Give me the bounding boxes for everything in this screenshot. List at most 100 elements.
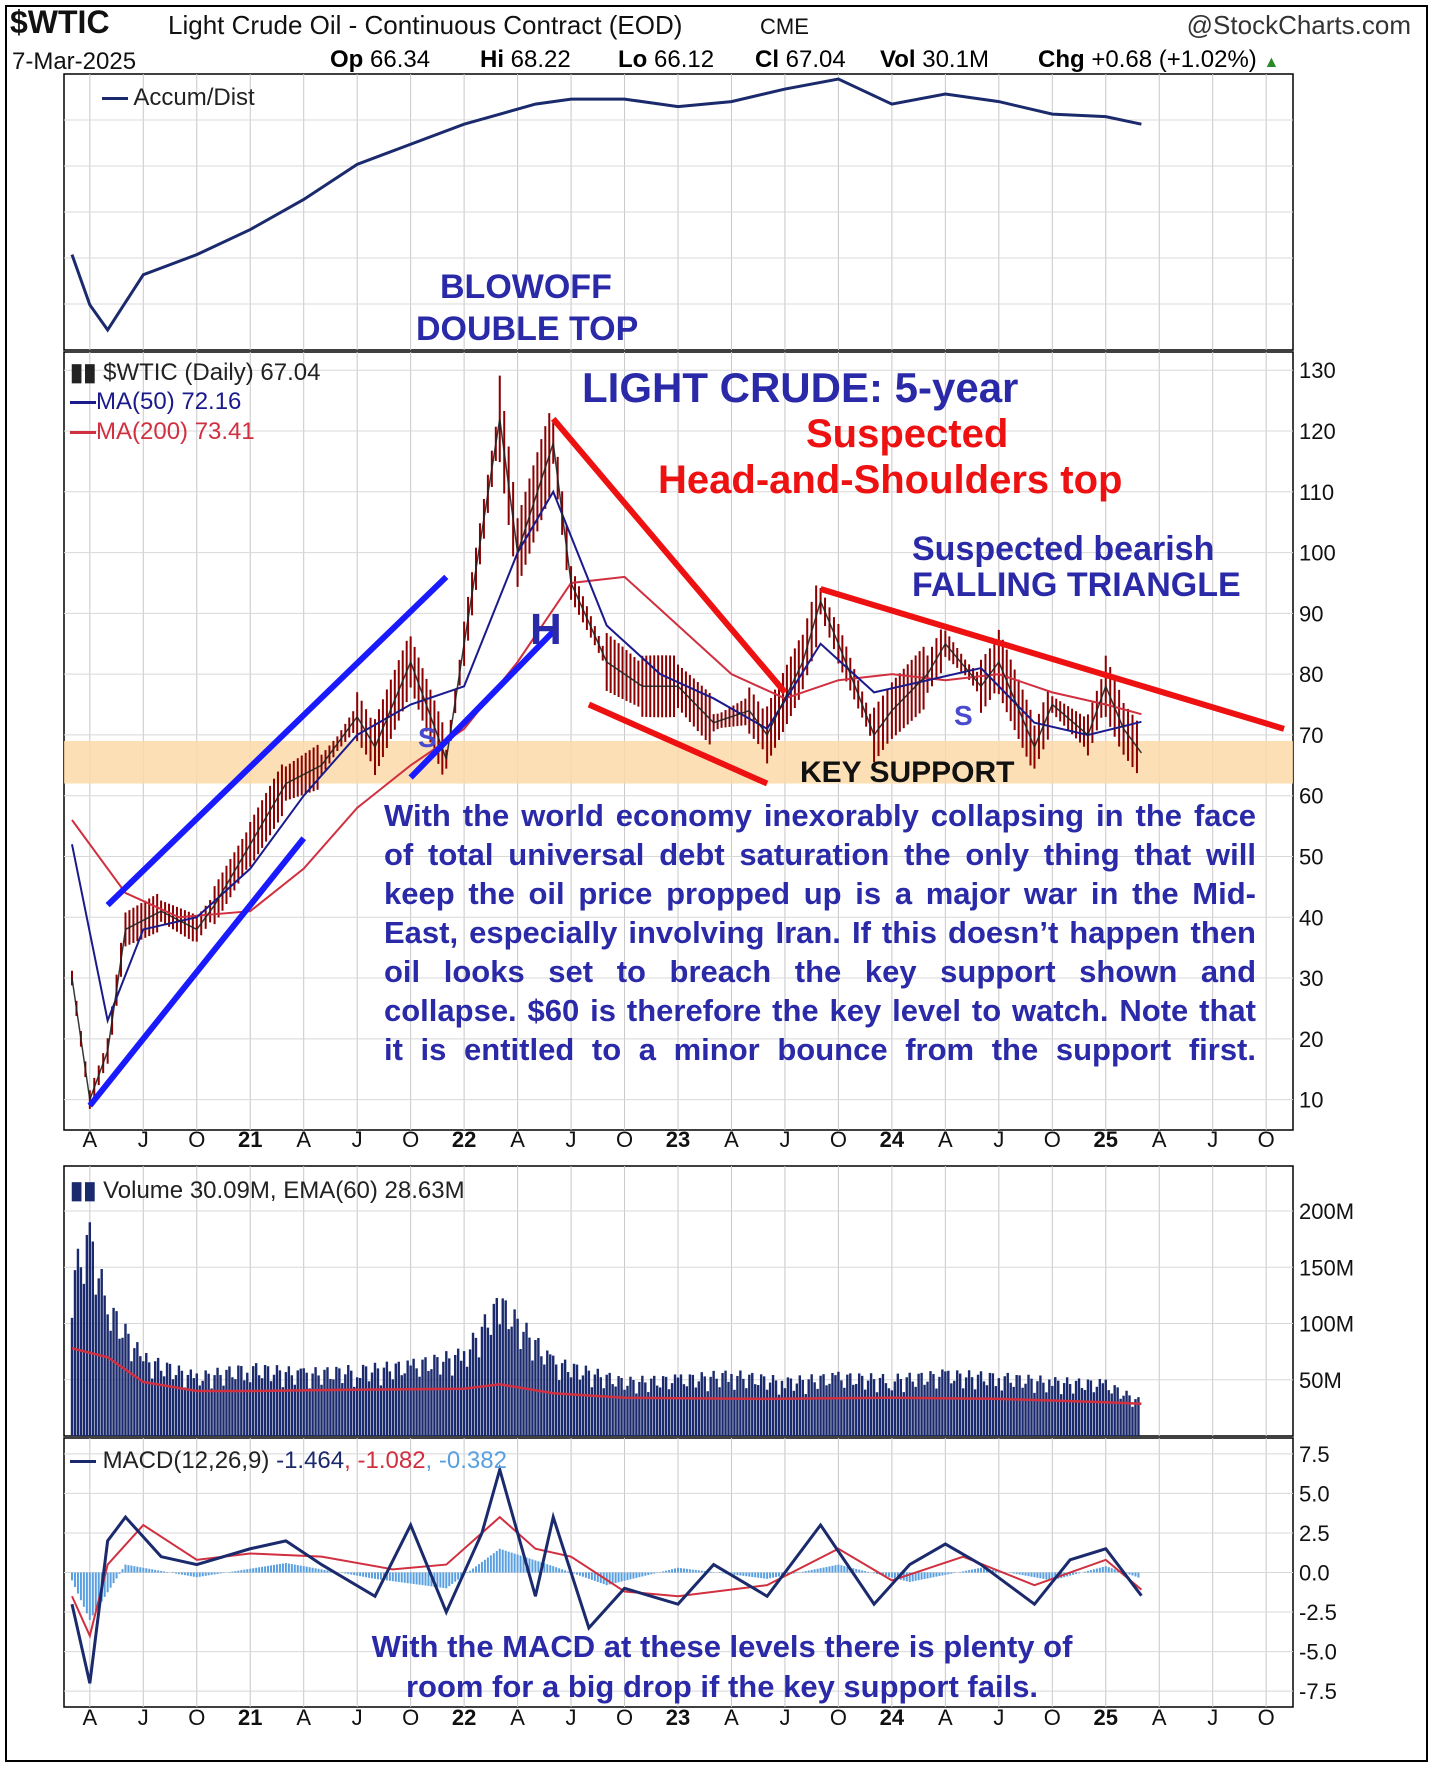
macd-y-tick-label: 7.5	[1299, 1442, 1330, 1467]
macd-legend-swatch	[70, 1460, 96, 1464]
chg-value: +0.68 (+1.02%)	[1091, 46, 1257, 73]
close-value: 67.04	[785, 46, 846, 73]
x-tick-label: O	[830, 1127, 847, 1152]
chg-label: Chg	[1038, 46, 1085, 73]
x-tick-label: A	[296, 1705, 311, 1730]
x-tick-label: A	[510, 1127, 525, 1152]
ad-legend: Accum/Dist	[102, 84, 255, 112]
x-tick-label: A	[510, 1705, 525, 1730]
ma50-legend-label: MA(50) 72.16	[96, 388, 242, 415]
macd-legend-label: MACD(12,26,9)	[102, 1447, 270, 1474]
x-tick-label: 25	[1094, 1127, 1118, 1152]
ma50-line	[71, 489, 1142, 1025]
x-tick-label: O	[1044, 1705, 1061, 1730]
price-line	[71, 418, 1143, 1100]
x-tick-label: A	[938, 1127, 953, 1152]
x-tick-label: J	[993, 1127, 1004, 1152]
x-tick-label: O	[830, 1705, 847, 1730]
x-tick-label: A	[82, 1705, 97, 1730]
chart-date: 7-Mar-2025	[12, 48, 137, 75]
low-label: Lo	[618, 46, 648, 73]
x-tick-label: 24	[880, 1127, 905, 1152]
price-y-tick-label: 50	[1299, 844, 1323, 869]
up-arrow-icon: ▲	[1263, 54, 1280, 71]
vol-label: Vol	[880, 46, 916, 73]
volume-y-tick-label: 100M	[1299, 1312, 1354, 1337]
x-tick-label: O	[1258, 1705, 1275, 1730]
ma200-legend-swatch	[70, 431, 96, 435]
blowoff-annotation-1: BLOWOFF	[440, 268, 612, 306]
x-tick-label: 21	[238, 1705, 262, 1730]
price-y-tick-label: 120	[1299, 419, 1336, 444]
volume-y-tick-label: 150M	[1299, 1255, 1354, 1280]
outer-border	[5, 5, 1428, 1762]
high-label: Hi	[480, 46, 504, 73]
macd-y-tick-label: 5.0	[1299, 1481, 1330, 1506]
key-support-label: KEY SUPPORT	[800, 756, 1015, 789]
close-value-group: Cl 67.04	[755, 46, 846, 74]
x-tick-label: J	[779, 1705, 790, 1730]
macd-y-tick-label: -2.5	[1299, 1600, 1337, 1625]
trendline-red	[550, 416, 788, 695]
x-tick-label: O	[616, 1705, 633, 1730]
high-value-group: Hi 68.22	[480, 46, 571, 74]
head-marker: H	[530, 605, 562, 654]
price-legend: ▮▮ $WTIC (Daily) 67.04	[70, 358, 320, 387]
x-tick-label: J	[352, 1127, 363, 1152]
trendline-blue	[105, 574, 449, 908]
macd-y-tick-label: -7.5	[1299, 1679, 1337, 1704]
macd-commentary: With the MACD at these levels there is p…	[300, 1627, 1144, 1707]
x-tick-label: A	[1152, 1127, 1167, 1152]
macd-signal-legend-value: -1.082	[357, 1447, 426, 1474]
price-legend-label: $WTIC (Daily) 67.04	[103, 359, 321, 386]
volume-bars-icon: ▮▮	[70, 1177, 97, 1204]
volume-legend: ▮▮ Volume 30.09M, EMA(60) 28.63M	[70, 1176, 465, 1205]
commentary-paragraph: With the world economy inexorably collap…	[384, 798, 1256, 1067]
ad-line	[70, 77, 1142, 333]
volume-legend-label: Volume 30.09M, EMA(60) 28.63M	[103, 1177, 465, 1204]
x-tick-label: O	[188, 1705, 205, 1730]
x-tick-label: A	[296, 1127, 311, 1152]
x-tick-label: A	[1152, 1705, 1167, 1730]
exchange-label: CME	[760, 14, 809, 39]
macd-line	[70, 1464, 1143, 1684]
x-tick-label: J	[138, 1705, 149, 1730]
macd-hist-legend-value: -0.382	[438, 1447, 507, 1474]
x-tick-label: J	[352, 1705, 363, 1730]
price-y-tick-label: 40	[1299, 905, 1323, 930]
low-value-group: Lo 66.12	[618, 46, 714, 74]
ma50-legend: MA(50) 72.16	[70, 388, 241, 416]
open-value: 66.34	[370, 46, 431, 73]
low-value: 66.12	[654, 46, 715, 73]
price-y-tick-label: 60	[1299, 784, 1323, 809]
price-y-tick-label: 80	[1299, 662, 1323, 687]
macd-commentary-line-1: With the MACD at these levels there is p…	[371, 1629, 1073, 1664]
ad-legend-label: Accum/Dist	[133, 84, 255, 111]
price-y-tick-label: 10	[1299, 1088, 1323, 1113]
x-tick-label: O	[188, 1127, 205, 1152]
x-tick-label: 21	[238, 1127, 262, 1152]
x-tick-label: J	[138, 1127, 149, 1152]
symbol-title: $WTIC	[10, 4, 110, 40]
ma200-legend: MA(200) 73.41	[70, 418, 255, 446]
hs-annotation-2: Head-and-Shoulders top	[658, 458, 1123, 502]
price-y-tick-label: 20	[1299, 1027, 1323, 1052]
x-tick-label: A	[724, 1127, 739, 1152]
macd-y-tick-label: -5.0	[1299, 1640, 1337, 1665]
trendline-red	[587, 701, 769, 787]
x-tick-label: O	[1258, 1127, 1275, 1152]
price-y-tick-label: 100	[1299, 541, 1336, 566]
x-tick-label: J	[566, 1127, 577, 1152]
high-value: 68.22	[510, 46, 571, 73]
ad-legend-swatch	[102, 97, 128, 101]
triangle-annotation-2: FALLING TRIANGLE	[912, 566, 1241, 604]
x-tick-label: 22	[452, 1705, 476, 1730]
ma50-legend-swatch	[70, 401, 96, 405]
x-tick-label: O	[616, 1127, 633, 1152]
price-y-tick-label: 110	[1299, 480, 1334, 505]
x-tick-label: O	[1044, 1127, 1061, 1152]
price-y-tick-label: 130	[1299, 358, 1336, 383]
brand-logo: @StockCharts.com	[1186, 10, 1411, 40]
open-value-group: Op 66.34	[330, 46, 430, 74]
